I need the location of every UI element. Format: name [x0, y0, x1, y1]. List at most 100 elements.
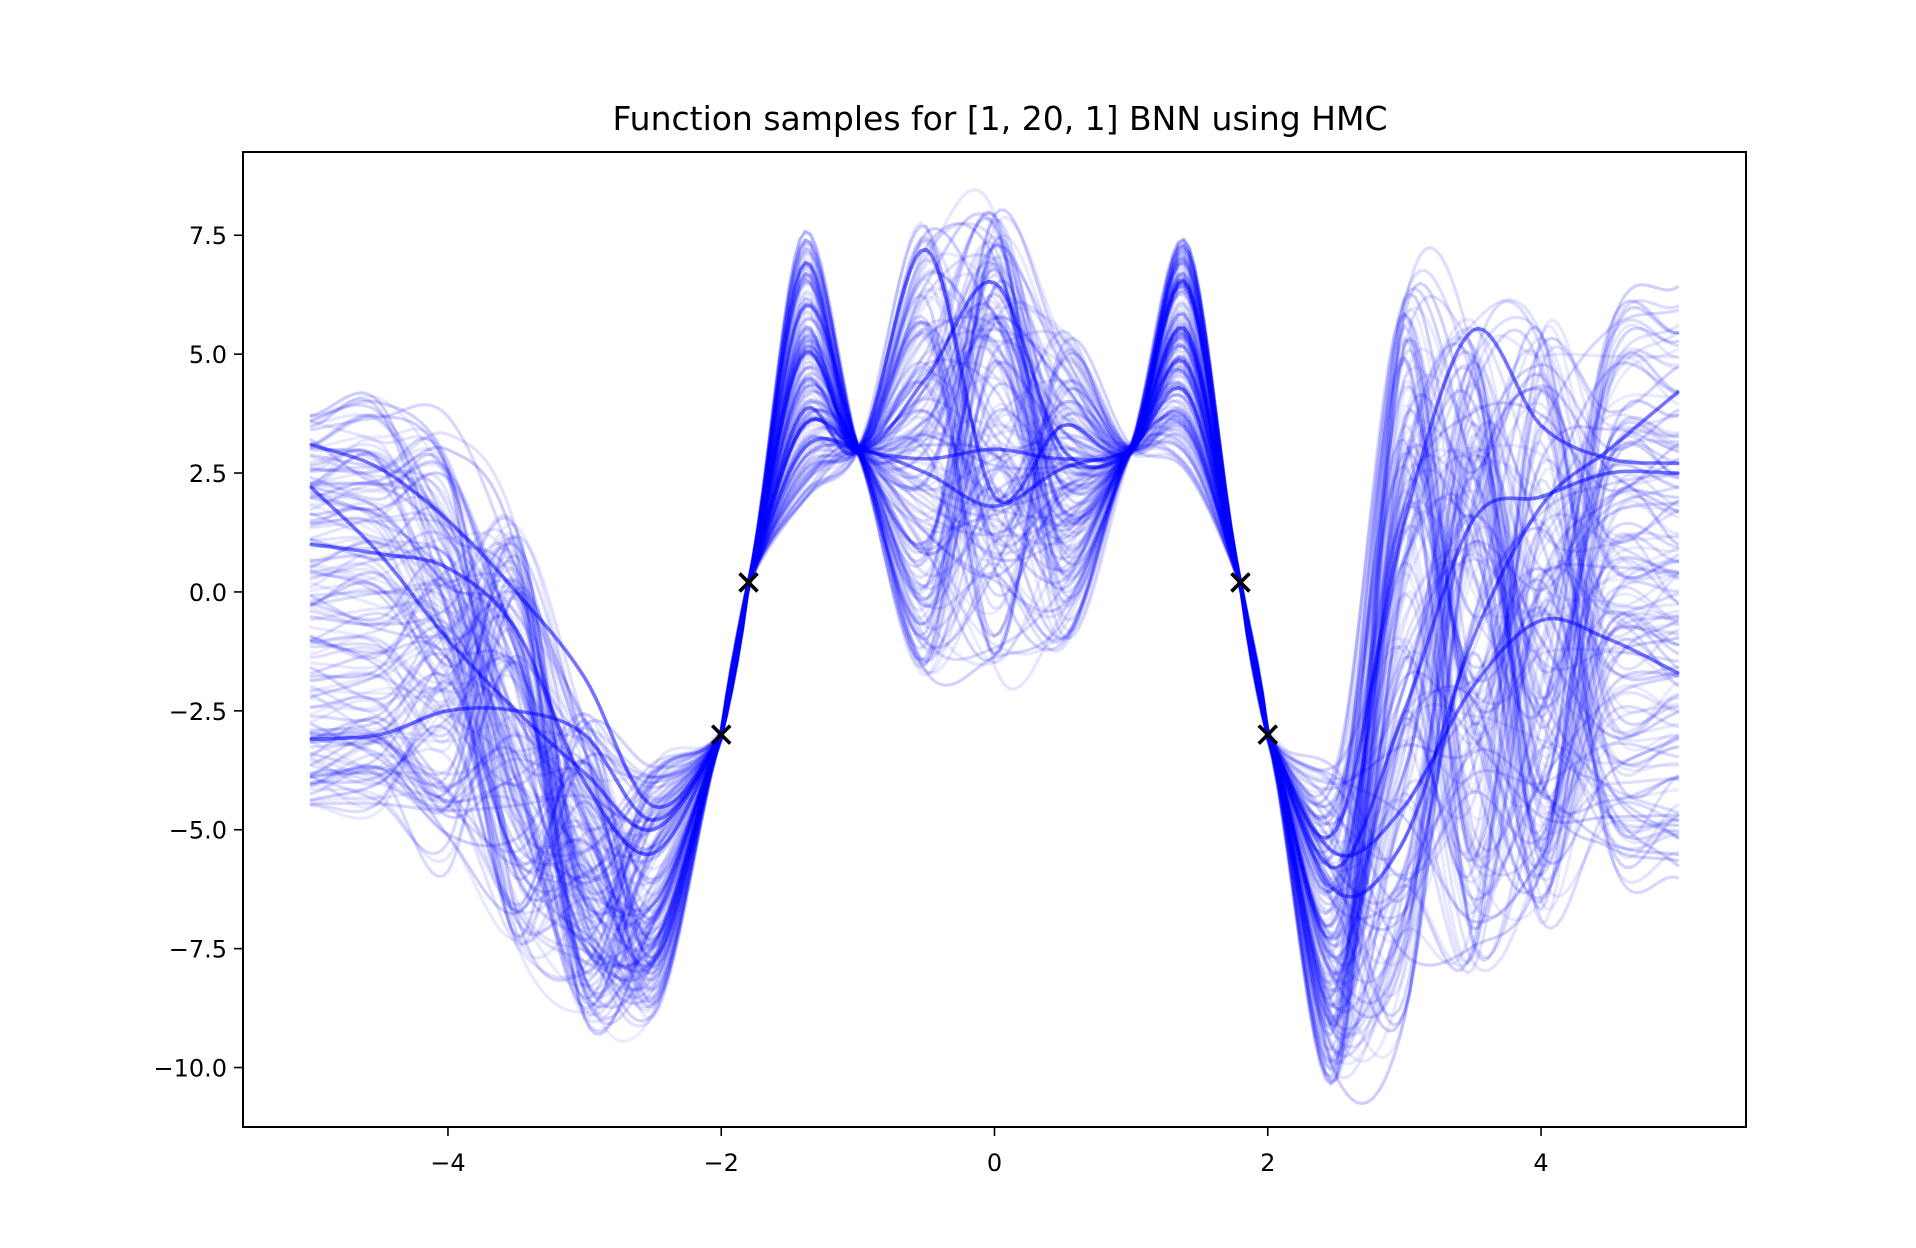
- sample-curve: [309, 266, 1680, 1022]
- sample-curve: [309, 269, 1680, 954]
- sample-curve: [309, 324, 1680, 1052]
- sample-curve: [309, 234, 1680, 1004]
- sample-curve: [309, 261, 1680, 960]
- sample-curve: [309, 247, 1680, 870]
- sample-curve: [309, 243, 1680, 1000]
- sample-curve: [309, 334, 1680, 1020]
- sample-curve: [309, 367, 1680, 885]
- sample-curve: [309, 294, 1680, 883]
- sample-curve: [309, 245, 1680, 1027]
- sample-curve: [309, 287, 1680, 860]
- y-axis-ticks: 7.5 5.0 2.5 0.0 −2.5 −5.0 −7.5 −10.0: [153, 222, 243, 1083]
- sample-curve: [309, 188, 1680, 1038]
- sample-curve: [309, 210, 1680, 1017]
- y-tick-label: −10.0: [153, 1055, 227, 1083]
- sample-curve: [309, 244, 1680, 927]
- sample-curve: [309, 292, 1680, 1028]
- sample-curve: [309, 368, 1680, 965]
- sample-curve: [309, 244, 1680, 1000]
- sample-curve: [309, 240, 1680, 1056]
- sample-curve: [309, 252, 1680, 932]
- sample-curve: [309, 298, 1680, 998]
- sample-curve: [309, 304, 1680, 960]
- x-tick-label: −4: [430, 1149, 465, 1177]
- sample-curve: [309, 399, 1680, 992]
- sample-curve: [309, 240, 1680, 1063]
- sample-curve: [309, 227, 1680, 1036]
- sample-curve: [309, 241, 1680, 1033]
- sample-curve: [309, 217, 1680, 862]
- sample-curve: [309, 250, 1680, 960]
- sample-curve: [309, 316, 1680, 968]
- sample-curve: [309, 257, 1680, 1039]
- sample-curve: [309, 266, 1680, 1041]
- sample-curve: [309, 208, 1680, 973]
- sample-curve: [309, 262, 1680, 993]
- x-tick-label: −2: [704, 1149, 739, 1177]
- sample-curve: [309, 289, 1680, 852]
- sample-curve: [309, 236, 1680, 1031]
- sample-curve: [309, 247, 1680, 979]
- sample-curve: [309, 253, 1680, 988]
- sample-curve: [309, 330, 1680, 1066]
- sample-curve: [309, 238, 1680, 947]
- sample-curve: [309, 271, 1680, 1106]
- sample-curve: [309, 311, 1680, 932]
- sample-curve: [309, 235, 1680, 820]
- sample-curve: [309, 244, 1680, 1067]
- sample-curve: [309, 233, 1680, 1000]
- x-axis-ticks: −4 −2 0 2 4: [430, 1127, 1549, 1177]
- sample-curve: [309, 338, 1680, 914]
- y-tick-label: 5.0: [189, 341, 227, 369]
- sample-curve: [309, 335, 1680, 964]
- sample-curve: [309, 358, 1680, 1065]
- sample-curve: [309, 267, 1680, 969]
- y-tick-label: 2.5: [189, 460, 227, 488]
- sample-curve: [309, 336, 1680, 1079]
- sample-curve: [309, 272, 1680, 1058]
- sample-curve: [309, 235, 1680, 1049]
- sample-curve: [309, 268, 1680, 1024]
- sample-curve: [309, 211, 1680, 992]
- sample-curve: [309, 238, 1680, 912]
- y-tick-label: −7.5: [169, 936, 227, 964]
- sample-curve: [309, 265, 1680, 1009]
- sample-curve: [309, 309, 1680, 985]
- sample-curve: [309, 385, 1680, 858]
- sample-curve: [309, 211, 1680, 1023]
- sample-curve: [309, 377, 1680, 1026]
- sample-curve: [309, 252, 1680, 1031]
- sample-curve: [309, 230, 1680, 1019]
- sample-curve: [309, 328, 1680, 1082]
- sample-curve: [309, 239, 1680, 1026]
- sample-curve: [309, 279, 1680, 857]
- sample-curve: [309, 286, 1680, 858]
- sample-curve: [309, 242, 1680, 1086]
- sample-curve: [309, 229, 1680, 986]
- sample-curve: [309, 382, 1680, 949]
- sample-curve: [309, 284, 1680, 992]
- sample-curve: [309, 326, 1680, 970]
- sample-curve: [309, 289, 1680, 1014]
- sample-curve: [309, 215, 1680, 1037]
- sample-curve: [309, 408, 1680, 953]
- sample-curve: [309, 312, 1680, 1009]
- y-tick-label: −5.0: [169, 817, 227, 845]
- sample-curve: [309, 221, 1680, 995]
- sample-curve: [309, 260, 1680, 1020]
- sample-curve: [309, 251, 1680, 983]
- sample-curve: [309, 325, 1680, 1066]
- sample-curve: [309, 333, 1680, 983]
- sample-curve: [309, 254, 1680, 1062]
- observation-marker: [710, 724, 732, 745]
- sample-curve: [309, 218, 1680, 1036]
- sample-curve: [309, 285, 1680, 967]
- sample-curve: [309, 224, 1680, 994]
- sample-curve: [309, 301, 1680, 1027]
- sample-curve: [309, 300, 1680, 1086]
- sample-curve: [309, 239, 1680, 1011]
- sample-curve: [309, 281, 1680, 998]
- observation-markers-group: [710, 572, 1279, 745]
